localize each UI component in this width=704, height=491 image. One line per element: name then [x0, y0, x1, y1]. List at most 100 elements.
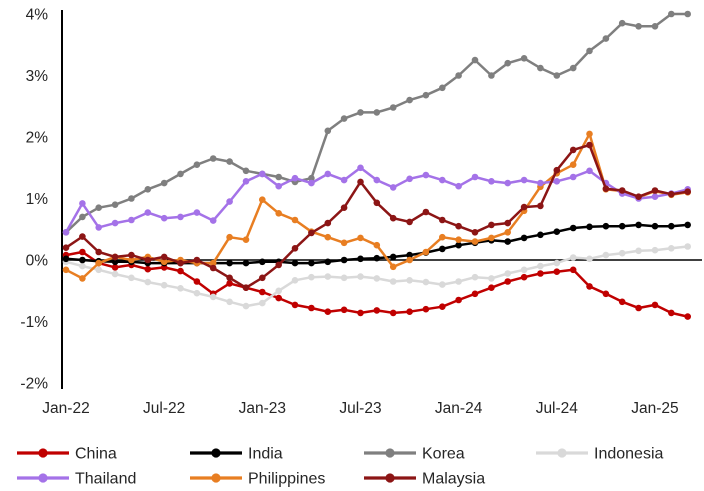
- legend-marker-dot-malaysia: [385, 473, 395, 483]
- data-point-korea-Feb-25: [668, 10, 675, 18]
- legend-item-indonesia: Indonesia: [536, 446, 663, 463]
- data-point-india-Aug-23: [373, 254, 381, 262]
- data-point-korea-Dec-24: [635, 23, 642, 30]
- data-point-india-Jun-23: [340, 256, 348, 264]
- data-point-korea-May-24: [520, 55, 528, 62]
- data-point-indonesia-Feb-25: [668, 245, 675, 252]
- data-point-malaysia-Jan-24: [455, 222, 462, 230]
- data-point-thailand-Feb-22: [79, 200, 86, 207]
- data-point-philippines-Aug-23: [373, 241, 381, 249]
- data-point-thailand-Aug-22: [177, 213, 184, 221]
- data-point-korea-Mar-22: [95, 204, 102, 211]
- data-point-philippines-Apr-24: [504, 229, 512, 236]
- data-point-china-Sep-23: [389, 309, 397, 317]
- data-point-malaysia-Feb-23: [275, 261, 283, 269]
- data-point-indonesia-Oct-24: [602, 251, 610, 259]
- data-point-korea-Jan-24: [455, 72, 462, 79]
- data-point-korea-Jun-23: [340, 115, 348, 122]
- data-point-malaysia-May-24: [520, 203, 528, 211]
- data-point-india-Jun-24: [537, 231, 544, 239]
- data-point-indonesia-Jun-23: [340, 274, 348, 282]
- data-point-malaysia-Jul-24: [553, 166, 561, 174]
- legend-marker-dot-philippines: [211, 473, 221, 483]
- data-point-indonesia-Aug-24: [569, 254, 577, 261]
- data-point-korea-Jun-24: [537, 64, 544, 72]
- data-point-malaysia-Jul-23: [357, 178, 364, 186]
- data-point-malaysia-Mar-23: [291, 245, 299, 252]
- data-point-indonesia-Mar-25: [684, 243, 691, 250]
- data-point-thailand-Aug-23: [373, 176, 381, 184]
- data-point-malaysia-Jun-23: [340, 204, 348, 211]
- data-point-indonesia-Aug-22: [177, 285, 184, 292]
- data-point-thailand-Jul-23: [357, 164, 364, 172]
- data-point-india-Dec-22: [242, 259, 250, 267]
- data-point-malaysia-Feb-22: [79, 233, 86, 240]
- data-point-china-Nov-24: [618, 298, 626, 306]
- legend-label-malaysia: Malaysia: [422, 471, 485, 488]
- data-point-thailand-Dec-22: [242, 178, 250, 185]
- data-point-indonesia-Jun-24: [537, 262, 544, 270]
- data-point-china-Aug-22: [177, 267, 184, 275]
- data-point-china-Jan-23: [259, 288, 266, 296]
- data-point-malaysia-Sep-22: [193, 256, 201, 264]
- data-point-indonesia-Dec-22: [242, 302, 250, 310]
- data-point-thailand-Apr-23: [308, 179, 315, 187]
- y-axis-tick-label: 0%: [26, 253, 49, 270]
- data-point-malaysia-Mar-24: [488, 221, 495, 229]
- data-point-thailand-Apr-24: [504, 179, 512, 187]
- data-point-korea-Jan-25: [651, 23, 659, 30]
- data-point-china-Mar-23: [291, 301, 299, 309]
- data-point-korea-Aug-23: [373, 109, 381, 116]
- data-point-indonesia-Sep-23: [389, 278, 397, 285]
- data-point-indonesia-Aug-23: [373, 275, 381, 282]
- data-point-philippines-Nov-22: [226, 233, 233, 241]
- data-point-philippines-Mar-24: [488, 234, 495, 242]
- data-point-india-Jan-24: [455, 241, 462, 249]
- data-point-thailand-Jan-25: [651, 193, 659, 200]
- data-point-china-Mar-24: [488, 284, 495, 292]
- data-point-philippines-Aug-24: [569, 161, 577, 168]
- data-point-india-Jan-25: [651, 222, 659, 230]
- data-point-korea-May-22: [128, 195, 135, 202]
- data-point-china-Jul-24: [553, 268, 561, 276]
- data-point-india-Apr-22: [111, 258, 119, 266]
- data-point-korea-Oct-24: [602, 35, 610, 42]
- data-point-china-Apr-23: [308, 304, 315, 312]
- data-point-china-Nov-23: [422, 305, 430, 313]
- data-point-korea-Nov-22: [226, 158, 233, 165]
- data-point-malaysia-Aug-22: [177, 259, 184, 267]
- data-point-china-Nov-22: [226, 280, 233, 287]
- data-point-korea-Jul-22: [160, 179, 168, 187]
- data-point-india-Apr-23: [308, 259, 315, 267]
- x-axis-tick-label: Jul-22: [143, 400, 185, 417]
- legend-marker-dot-indonesia: [557, 448, 567, 458]
- data-point-china-Oct-23: [406, 308, 413, 316]
- data-point-india-Jul-24: [553, 228, 561, 235]
- data-point-indonesia-Mar-24: [488, 275, 495, 282]
- data-point-india-Apr-24: [504, 238, 512, 245]
- data-point-korea-Aug-22: [177, 170, 184, 178]
- data-point-india-Oct-23: [406, 251, 413, 259]
- data-point-india-Jan-22: [62, 255, 70, 263]
- x-axis-tick-label: Jan-24: [435, 400, 483, 417]
- data-point-philippines-Mar-23: [291, 216, 299, 224]
- data-point-malaysia-Mar-25: [684, 188, 691, 195]
- data-point-korea-Feb-24: [471, 56, 479, 64]
- data-point-china-Aug-23: [373, 307, 381, 314]
- data-point-malaysia-Dec-22: [242, 284, 250, 292]
- data-point-indonesia-Apr-23: [308, 273, 315, 281]
- data-point-thailand-Jan-22: [62, 229, 70, 236]
- data-point-malaysia-Aug-24: [569, 146, 577, 154]
- data-point-korea-Oct-23: [406, 96, 413, 104]
- data-point-india-Sep-23: [389, 253, 397, 261]
- data-point-indonesia-May-22: [128, 274, 135, 282]
- data-point-india-May-23: [324, 258, 332, 266]
- y-axis-tick-label: 1%: [26, 191, 49, 208]
- data-point-philippines-Dec-23: [439, 233, 446, 241]
- data-point-india-May-24: [520, 234, 528, 242]
- data-point-korea-May-23: [324, 127, 332, 135]
- legend-label-indonesia: Indonesia: [594, 446, 663, 463]
- data-point-philippines-Oct-23: [406, 256, 413, 264]
- data-point-thailand-Feb-23: [275, 182, 283, 190]
